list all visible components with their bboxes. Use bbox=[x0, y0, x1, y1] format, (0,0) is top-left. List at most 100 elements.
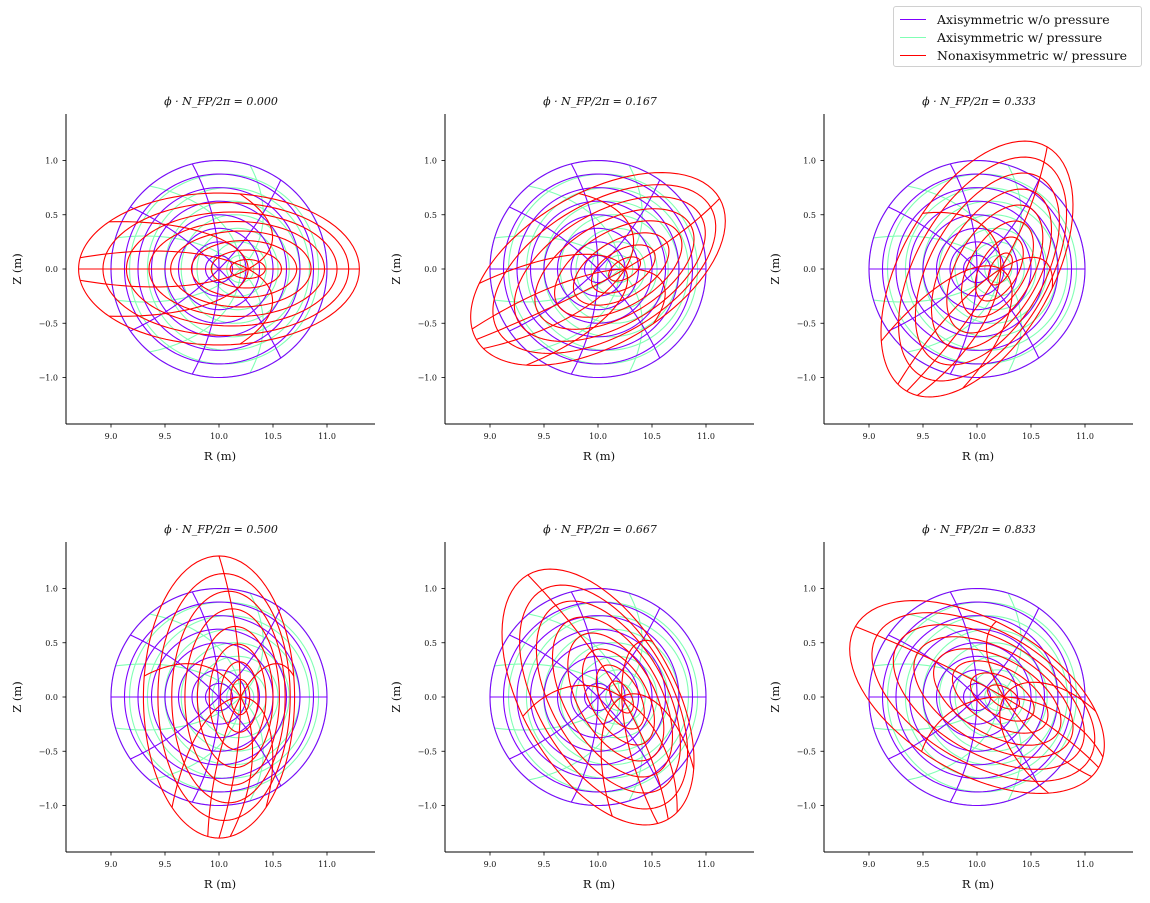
axisym-no-pressure-theta-line bbox=[570, 268, 599, 375]
y-tick-label: −1.0 bbox=[418, 374, 437, 383]
y-tick-label: 1.0 bbox=[803, 585, 816, 594]
axisym-no-pressure-theta-line bbox=[509, 696, 599, 760]
nonaxisym-pressure-theta-line bbox=[1003, 696, 1104, 758]
subplot-4: 9.0 9.5 10.0 10.5 11.0 −1.0 −0.5 0.0 0.5 1.0 R (m)… bbox=[10, 523, 375, 891]
axisym-no-pressure-theta-line bbox=[976, 179, 1040, 270]
axisym-pressure-theta-line bbox=[528, 613, 621, 698]
y-tick-label: −1.0 bbox=[797, 374, 816, 383]
axisym-no-pressure-theta-line bbox=[191, 268, 220, 375]
x-axis-label: R (m) bbox=[962, 877, 994, 891]
axisym-no-pressure-theta-line bbox=[976, 607, 1040, 698]
y-tick-label: 0.5 bbox=[803, 211, 816, 220]
axisym-pressure-theta-line bbox=[619, 592, 643, 698]
axisym-no-pressure-theta-line bbox=[191, 591, 220, 698]
y-tick-label: 1.0 bbox=[45, 585, 58, 594]
y-axis-label: Z (m) bbox=[10, 253, 24, 285]
nonaxisym-pressure-theta-line bbox=[240, 663, 295, 698]
nonaxisym-pressure-theta-line bbox=[985, 621, 1005, 698]
nonaxisym-pressure-theta-line bbox=[1003, 696, 1099, 768]
axisym-no-pressure-theta-line bbox=[597, 268, 661, 359]
axisym-pressure-theta-line bbox=[998, 696, 1022, 802]
subplot-3: 9.0 9.5 10.0 10.5 11.0 −1.0 −0.5 0.0 0.5 1.0 R (m)… bbox=[768, 95, 1133, 463]
legend-swatch bbox=[900, 18, 926, 20]
y-tick-label: 1.0 bbox=[424, 585, 437, 594]
y-tick-label: −0.5 bbox=[797, 747, 816, 756]
legend-item-axisym-no-pressure: Axisymmetric w/o pressure bbox=[900, 10, 1141, 28]
subplot-1: 9.0 9.5 10.0 10.5 11.0 −1.0 −0.5 0.0 0.5 1.0 R (m)… bbox=[10, 95, 375, 463]
subplot-5: 9.0 9.5 10.0 10.5 11.0 −1.0 −0.5 0.0 0.5 1.0 R (m)… bbox=[389, 523, 754, 891]
axisym-pressure-theta-line bbox=[998, 268, 1022, 374]
y-tick-label: 0.0 bbox=[424, 265, 437, 274]
y-tick-label: 0.5 bbox=[45, 211, 58, 220]
y-tick-label: −1.0 bbox=[39, 374, 58, 383]
y-tick-label: 0.5 bbox=[424, 211, 437, 220]
y-tick-label: 0.0 bbox=[424, 693, 437, 702]
nonaxisym-pressure-theta-line bbox=[624, 198, 720, 270]
axisym-no-pressure-theta-line bbox=[949, 163, 978, 270]
nonaxisym-pressure-theta-line bbox=[962, 268, 1013, 389]
subplot-title: ϕ · N_FP/2π = 0.000 bbox=[164, 95, 278, 108]
x-tick-label: 10.5 bbox=[264, 432, 282, 441]
nonaxisym-pressure-theta-line bbox=[921, 696, 1005, 752]
nonaxisym-pressure-theta-line bbox=[621, 696, 678, 813]
nonaxisym-pressure-theta-line bbox=[621, 639, 653, 698]
nonaxisym-pressure-theta-line bbox=[527, 574, 623, 698]
y-tick-label: −0.5 bbox=[418, 319, 437, 328]
axisym-no-pressure-theta-line bbox=[949, 591, 978, 698]
nonaxisym-pressure-theta-line bbox=[906, 268, 1002, 392]
x-tick-label: 11.0 bbox=[318, 860, 336, 869]
x-tick-label: 9.5 bbox=[917, 860, 930, 869]
axisym-pressure-theta-line bbox=[907, 268, 1000, 353]
axisym-pressure-theta-line bbox=[149, 696, 242, 781]
x-axis-label: R (m) bbox=[204, 877, 236, 891]
axisym-no-pressure-theta-line bbox=[597, 696, 661, 787]
y-tick-label: 1.0 bbox=[803, 157, 816, 166]
plot-area bbox=[489, 568, 707, 826]
nonaxisym-pressure-theta-line bbox=[171, 696, 241, 808]
y-tick-label: −0.5 bbox=[797, 319, 816, 328]
nonaxisym-pressure-theta-line bbox=[578, 192, 635, 270]
legend-item-axisym-pressure: Axisymmetric w/ pressure bbox=[900, 28, 1141, 46]
nonaxisym-pressure-theta-line bbox=[897, 268, 1002, 385]
x-tick-label: 11.0 bbox=[318, 432, 336, 441]
legend-item-nonaxisym-pressure: Nonaxisymmetric w/ pressure bbox=[900, 46, 1141, 64]
axisym-no-pressure-theta-line bbox=[130, 634, 220, 698]
x-tick-label: 11.0 bbox=[1076, 860, 1094, 869]
y-tick-label: −1.0 bbox=[797, 802, 816, 811]
nonaxisym-pressure-theta-line bbox=[239, 268, 274, 345]
x-axis-label: R (m) bbox=[583, 449, 615, 463]
subplot-title: ϕ · N_FP/2π = 0.167 bbox=[543, 95, 657, 108]
nonaxisym-pressure-theta-line bbox=[855, 625, 1005, 698]
legend-label: Nonaxisymmetric w/ pressure bbox=[937, 47, 1128, 63]
y-tick-label: 0.5 bbox=[45, 639, 58, 648]
subplot-title: ϕ · N_FP/2π = 0.667 bbox=[543, 523, 657, 536]
y-axis-label: Z (m) bbox=[10, 681, 24, 713]
y-tick-label: 1.0 bbox=[45, 157, 58, 166]
axisym-no-pressure-theta-line bbox=[191, 696, 220, 803]
nonaxisym-pressure-theta-line bbox=[621, 696, 659, 824]
axisym-no-pressure-theta-line bbox=[509, 206, 599, 270]
axisym-no-pressure-theta-line bbox=[191, 163, 220, 270]
legend: Axisymmetric w/o pressure Axisymmetric w… bbox=[893, 6, 1142, 67]
x-tick-label: 9.5 bbox=[917, 432, 930, 441]
axisym-no-pressure-theta-line bbox=[509, 634, 599, 698]
nonaxisym-pressure-theta-line bbox=[916, 268, 1002, 396]
legend-swatch bbox=[900, 36, 926, 38]
plot-area bbox=[470, 159, 726, 379]
legend-label: Axisymmetric w/o pressure bbox=[937, 11, 1110, 27]
nonaxisym-pressure-theta-line bbox=[526, 268, 629, 366]
x-tick-label: 10.5 bbox=[264, 860, 282, 869]
plot-area bbox=[868, 140, 1086, 398]
y-tick-label: 0.0 bbox=[803, 265, 816, 274]
nonaxisym-pressure-theta-line bbox=[1003, 681, 1097, 712]
nonaxisym-pressure-theta-line bbox=[880, 265, 1002, 342]
x-tick-label: 11.0 bbox=[697, 432, 715, 441]
nonaxisym-pressure-theta-line bbox=[109, 268, 249, 317]
nonaxisym-pressure-theta-line bbox=[600, 696, 623, 817]
x-tick-label: 9.0 bbox=[484, 860, 497, 869]
nonaxisym-pressure-theta-line bbox=[624, 268, 666, 324]
axisym-no-pressure-theta-line bbox=[888, 268, 978, 332]
axisym-no-pressure-theta-line bbox=[218, 179, 282, 270]
y-axis-label: Z (m) bbox=[389, 681, 403, 713]
